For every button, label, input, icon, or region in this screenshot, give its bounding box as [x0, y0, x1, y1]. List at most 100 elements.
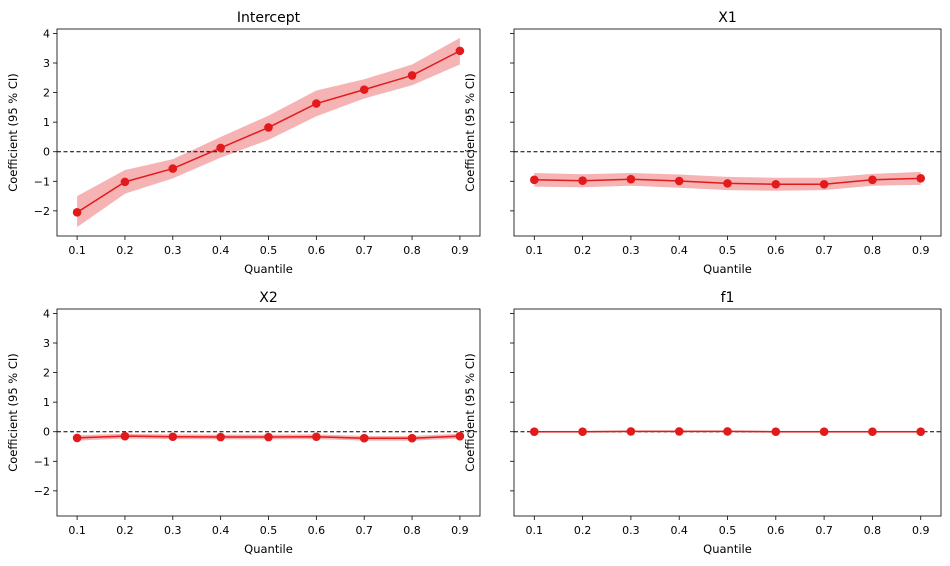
x-tick-label: 0.9 — [451, 524, 469, 537]
coefficient-point — [168, 432, 178, 442]
panel-title: f1 — [721, 290, 735, 306]
y-axis-label: Coefficient (95 % CI) — [6, 353, 20, 472]
coefficient-point — [868, 175, 877, 185]
panel-4: 0.1 0.2 0.3 0.4 0.5 0.6 0.7 0.8 0.9 f1 Quantile Coe… — [463, 290, 942, 556]
x-tick-label: 0.1 — [526, 524, 544, 537]
coefficient-point — [819, 427, 829, 437]
y-tick-label: 1 — [43, 396, 50, 409]
coefficient-point — [312, 432, 321, 442]
y-tick-label: −2 — [34, 205, 50, 218]
y-tick-label: 3 — [43, 337, 50, 350]
coefficient-point — [407, 71, 417, 80]
coefficient-point — [771, 179, 781, 189]
y-tick-label: 2 — [43, 367, 50, 380]
x-tick-label: 0.6 — [767, 524, 785, 537]
coefficient-point — [529, 427, 539, 437]
x-tick-label: 0.7 — [355, 244, 373, 257]
coefficient-point — [359, 85, 369, 94]
y-axis-label: Coefficient (95 % CI) — [463, 73, 477, 192]
x-tick-label: 0.2 — [574, 244, 592, 257]
plot-frame — [513, 28, 942, 237]
y-tick-label: 2 — [43, 87, 50, 100]
y-tick-label: 0 — [43, 146, 50, 159]
coefficient-point — [407, 433, 417, 443]
x-tick-label: 0.2 — [116, 244, 134, 257]
x-tick-label: 0.7 — [815, 524, 833, 537]
x-tick-label: 0.3 — [622, 524, 640, 537]
coefficient-point — [819, 179, 829, 189]
x-axis-label: Quantile — [703, 542, 752, 556]
y-tick-label: −1 — [34, 175, 50, 188]
x-tick-label: 0.3 — [622, 244, 640, 257]
coefficient-point — [455, 431, 465, 441]
confidence-band — [77, 37, 460, 228]
y-tick-label: 4 — [43, 307, 50, 320]
plot-frame — [56, 308, 481, 517]
x-tick-label: 0.2 — [574, 524, 592, 537]
coefficient-point — [120, 431, 130, 441]
x-tick-label: 0.5 — [260, 524, 278, 537]
x-tick-label: 0.8 — [864, 244, 882, 257]
y-axis-label: Coefficient (95 % CI) — [463, 353, 477, 472]
x-tick-label: 0.6 — [767, 244, 785, 257]
x-tick-label: 0.6 — [308, 524, 326, 537]
y-tick-label: 4 — [43, 27, 50, 40]
x-tick-label: 0.7 — [355, 524, 373, 537]
coefficient-point — [216, 432, 225, 442]
y-tick-label: 1 — [43, 116, 50, 129]
coefficient-point — [168, 164, 178, 173]
x-tick-label: 0.3 — [164, 244, 182, 257]
x-axis-label: Quantile — [244, 262, 293, 276]
coefficient-point — [216, 143, 225, 153]
x-tick-label: 0.8 — [403, 524, 421, 537]
x-tick-label: 0.4 — [212, 244, 230, 257]
x-tick-label: 0.3 — [164, 524, 182, 537]
y-tick-label: 0 — [43, 426, 50, 439]
coefficient-point — [264, 123, 273, 132]
x-tick-label: 0.2 — [116, 524, 134, 537]
y-tick-label: −1 — [34, 455, 50, 468]
panel-3: 0.1 0.2 0.3 0.4 0.5 0.6 0.7 0.8 0.9 −2 −1 0 1 2 3 4 X2 Qu… — [6, 290, 481, 556]
coefficient-point — [72, 433, 82, 443]
x-tick-label: 0.4 — [212, 524, 230, 537]
coefficient-point — [312, 99, 321, 108]
x-tick-label: 0.1 — [68, 244, 86, 257]
coefficient-point — [674, 176, 684, 186]
x-tick-label: 0.9 — [451, 244, 469, 257]
coefficient-point — [626, 174, 636, 184]
y-tick-label: 3 — [43, 57, 50, 70]
coefficient-point — [626, 427, 636, 436]
x-tick-label: 0.1 — [526, 244, 544, 257]
panel-2: 0.1 0.2 0.3 0.4 0.5 0.6 0.7 0.8 0.9 X1 Quantile Coe… — [463, 10, 942, 276]
coefficient-point — [674, 427, 684, 436]
panel-title: X1 — [718, 10, 737, 26]
panel-1: 0.1 0.2 0.3 0.4 0.5 0.6 0.7 0.8 0.9 −2 −1 0 1 2 3 4 Inte… — [6, 10, 481, 276]
coefficient-point — [916, 427, 926, 437]
y-axis-label: Coefficient (95 % CI) — [6, 73, 20, 192]
panel-title: X2 — [259, 290, 278, 306]
coefficient-point — [455, 46, 465, 56]
x-tick-label: 0.8 — [864, 524, 882, 537]
x-tick-label: 0.4 — [670, 524, 688, 537]
coefficient-point — [723, 179, 732, 188]
x-tick-label: 0.9 — [912, 244, 930, 257]
coefficient-point — [120, 177, 130, 187]
x-tick-label: 0.9 — [912, 524, 930, 537]
x-tick-label: 0.6 — [308, 244, 326, 257]
coefficient-point — [578, 427, 587, 437]
coefficient-point — [868, 427, 877, 437]
x-tick-label: 0.1 — [68, 524, 86, 537]
x-tick-label: 0.8 — [403, 244, 421, 257]
x-axis-label: Quantile — [703, 262, 752, 276]
coefficient-point — [72, 208, 82, 217]
x-tick-label: 0.5 — [719, 244, 737, 257]
coefficient-point — [359, 433, 369, 443]
x-tick-label: 0.7 — [815, 244, 833, 257]
x-tick-label: 0.5 — [260, 244, 278, 257]
coefficient-point — [264, 432, 273, 442]
panel-title: Intercept — [237, 10, 301, 26]
y-tick-label: −2 — [34, 485, 50, 498]
coefficient-point — [916, 174, 926, 183]
x-axis-label: Quantile — [244, 542, 293, 556]
